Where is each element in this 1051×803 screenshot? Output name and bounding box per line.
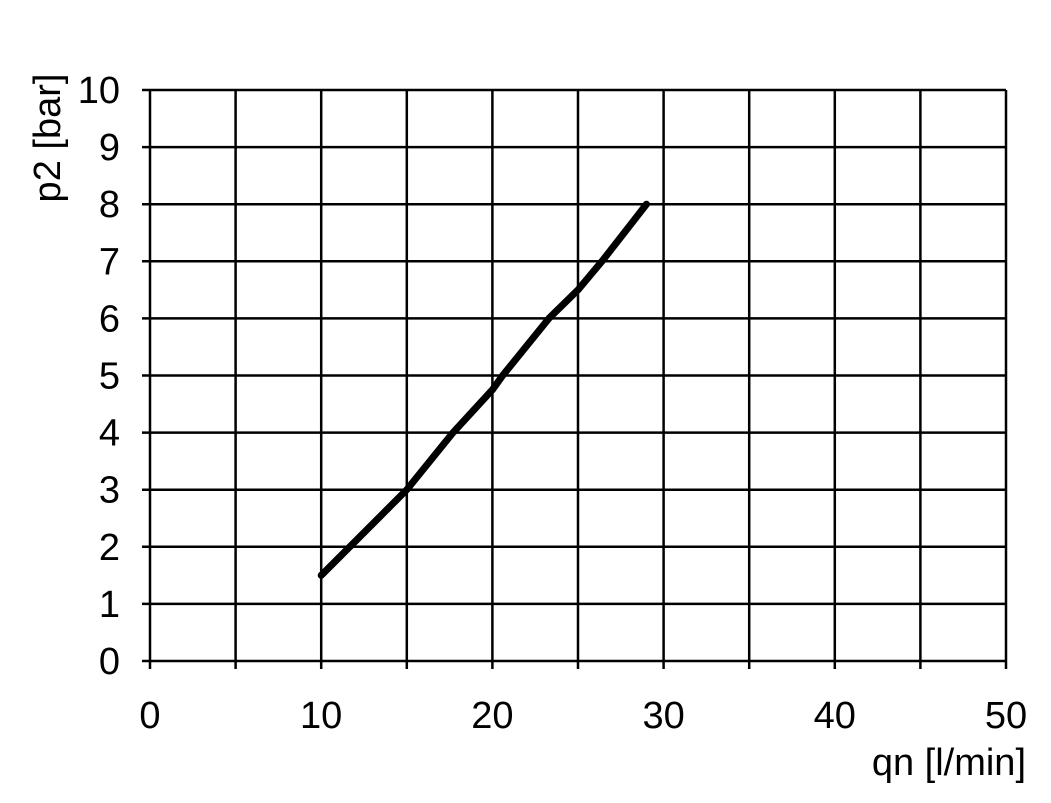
x-tick-label: 10 [300, 695, 342, 737]
y-tick-label: 3 [99, 470, 120, 512]
y-tick-label: 7 [99, 241, 120, 283]
y-tick-label: 9 [99, 127, 120, 169]
x-tick-label: 30 [642, 695, 684, 737]
y-tick-label: 1 [99, 584, 120, 626]
y-tick-label: 2 [99, 527, 120, 569]
series [317, 200, 650, 579]
grid [142, 88, 1008, 669]
x-tick-label: 20 [471, 695, 513, 737]
series-line [317, 200, 650, 579]
y-tick-label: 0 [99, 641, 120, 683]
y-tick-label: 6 [99, 298, 120, 340]
y-tick-label: 8 [99, 184, 120, 226]
x-tick-label: 50 [985, 695, 1027, 737]
y-axis-label: p2 [bar] [27, 74, 69, 203]
y-tick-label: 4 [99, 413, 120, 455]
x-axis-label: qn [l/min] [872, 742, 1026, 784]
x-tick-label: 0 [139, 695, 160, 737]
y-tick-label: 10 [78, 70, 120, 112]
x-tick-label: 40 [814, 695, 856, 737]
y-tick-label: 5 [99, 356, 120, 398]
tick-labels: 0 10 20 30 40 50 0 1 2 3 4 5 6 7 8 9 10 [78, 70, 1027, 737]
